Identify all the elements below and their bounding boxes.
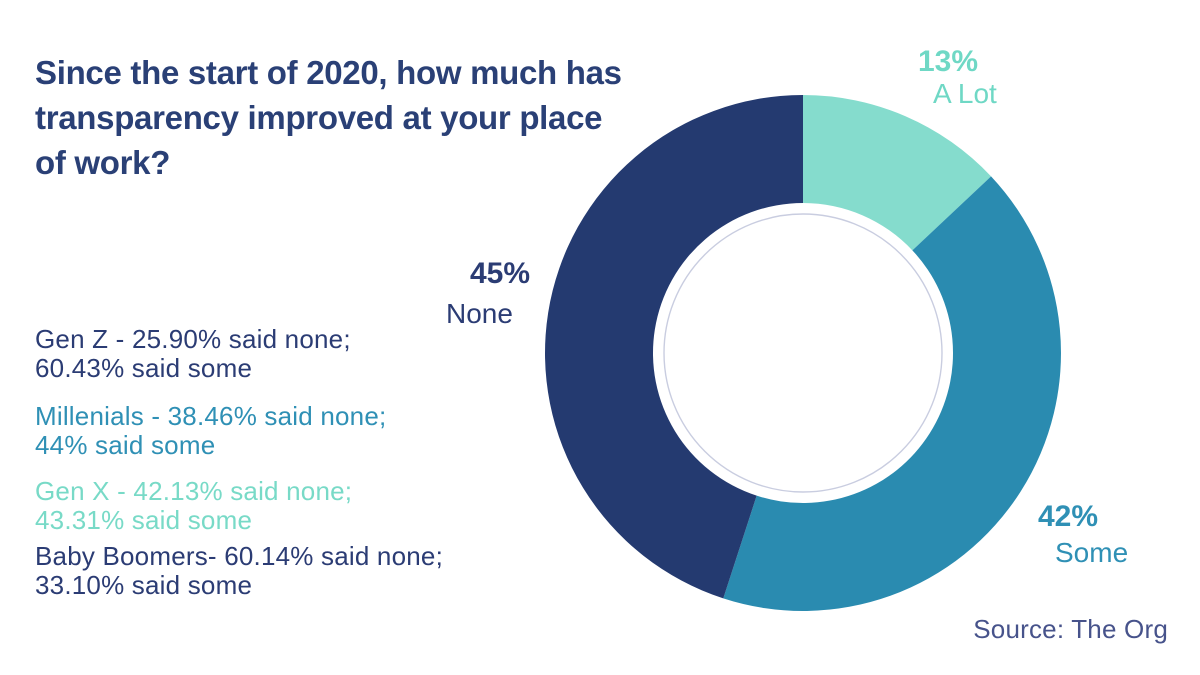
stat-gen-z-line-2: 60.43% said some xyxy=(35,353,253,383)
stat-millenials: Millenials - 38.46% said none; 44% said s… xyxy=(35,402,515,460)
chart-title-line-3: of work? xyxy=(35,144,171,181)
stat-gen-x: Gen X - 42.13% said none; 43.31% said som… xyxy=(35,477,515,535)
chart-title-line-1: Since the start of 2020, how much has xyxy=(35,54,622,91)
stat-gen-z-line-1: Gen Z - 25.90% said none; xyxy=(35,324,351,354)
stat-millenials-line-1: Millenials - 38.46% said none; xyxy=(35,401,387,431)
label-a-lot: A Lot xyxy=(933,78,997,109)
stat-baby-boomers-line-1: Baby Boomers- 60.14% said none; xyxy=(35,541,443,571)
label-some-percent: 42% xyxy=(1038,500,1099,533)
donut-inner-ring xyxy=(663,213,943,493)
stat-baby-boomers: Baby Boomers- 60.14% said none; 33.10% sa… xyxy=(35,542,515,600)
chart-title-line-2: transparency improved at your place xyxy=(35,99,603,136)
donut-slice-some xyxy=(723,176,1061,611)
donut-chart xyxy=(545,95,1061,611)
label-none-percent: 45% xyxy=(470,257,531,290)
label-some: Some xyxy=(1055,537,1129,568)
stat-gen-x-line-1: Gen X - 42.13% said none; xyxy=(35,476,353,506)
stat-gen-z: Gen Z - 25.90% said none; 60.43% said som… xyxy=(35,325,515,383)
stat-millenials-line-2: 44% said some xyxy=(35,430,216,460)
donut-slice-a-lot xyxy=(803,95,992,251)
label-none: None xyxy=(446,298,513,329)
label-a-lot-percent: 13% xyxy=(918,45,979,78)
stat-gen-x-line-2: 43.31% said some xyxy=(35,505,253,535)
source-attribution: Source: The Org xyxy=(973,614,1168,644)
chart-title: Since the start of 2020, how much has tr… xyxy=(35,50,695,185)
donut-slice-none xyxy=(545,95,803,599)
stat-baby-boomers-line-2: 33.10% said some xyxy=(35,570,253,600)
